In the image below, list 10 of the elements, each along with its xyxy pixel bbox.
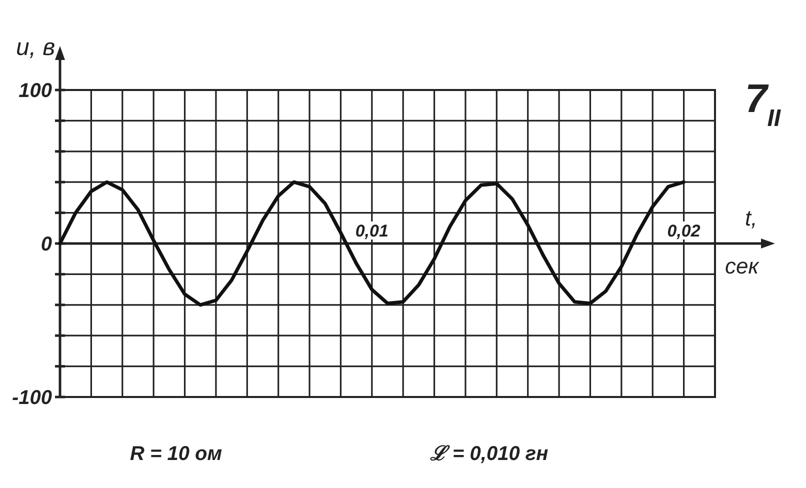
y-tick-label: -100 xyxy=(12,387,52,409)
x-tick-label: 0,02 xyxy=(667,222,701,240)
y-tick-label: 0 xyxy=(40,234,52,256)
text: R = 10 ом xyxy=(130,443,222,465)
x-tick-label: 0,01 xyxy=(355,222,388,240)
x-axis-title: t, сек xyxy=(725,206,760,278)
y-axis-title: u, в xyxy=(16,34,56,61)
y-tick-label: 100 xyxy=(18,80,52,102)
text: 7$_{II}$ xyxy=(745,77,782,132)
text: ℒ = 0,010 гн xyxy=(430,443,548,465)
